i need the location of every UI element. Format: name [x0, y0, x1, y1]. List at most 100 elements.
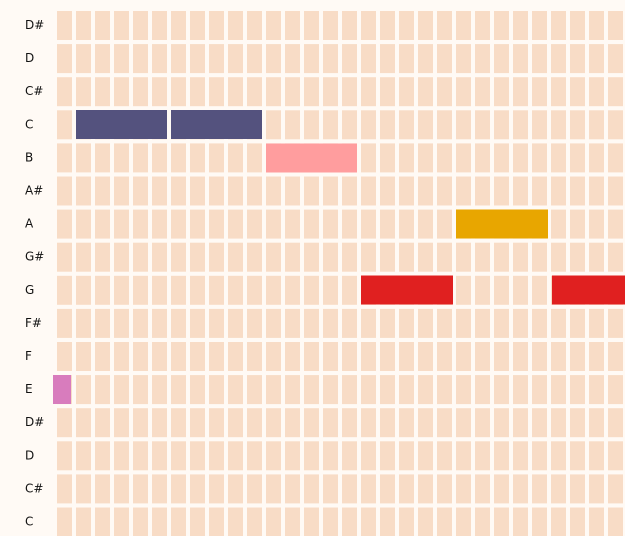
- grid-cell[interactable]: [418, 342, 433, 371]
- grid-cell[interactable]: [133, 176, 148, 206]
- grid-cell[interactable]: [456, 375, 471, 405]
- grid-cell[interactable]: [228, 275, 243, 305]
- grid-cell[interactable]: [608, 77, 623, 107]
- grid-cell[interactable]: [228, 11, 243, 40]
- grid-cell[interactable]: [95, 77, 110, 107]
- grid-cell[interactable]: [589, 375, 604, 405]
- grid-cell[interactable]: [114, 176, 129, 206]
- grid-cell[interactable]: [361, 77, 376, 107]
- grid-cell[interactable]: [342, 507, 357, 536]
- grid-cell[interactable]: [76, 441, 91, 471]
- grid-cell[interactable]: [570, 242, 585, 272]
- grid-cell[interactable]: [570, 11, 585, 40]
- grid-cell[interactable]: [209, 77, 224, 107]
- grid-cell[interactable]: [361, 441, 376, 471]
- grid-cell[interactable]: [513, 44, 528, 74]
- grid-cell[interactable]: [95, 441, 110, 471]
- grid-cell[interactable]: [399, 474, 414, 504]
- grid-cell[interactable]: [209, 176, 224, 206]
- grid-cell[interactable]: [399, 77, 414, 107]
- grid-cell[interactable]: [361, 176, 376, 206]
- grid-cell[interactable]: [95, 375, 110, 405]
- grid-cell[interactable]: [209, 441, 224, 471]
- grid-cell[interactable]: [589, 474, 604, 504]
- grid-cell[interactable]: [133, 308, 148, 338]
- grid-cell[interactable]: [494, 11, 509, 40]
- grid-cell[interactable]: [266, 11, 281, 40]
- grid-cell[interactable]: [570, 507, 585, 536]
- grid-cell[interactable]: [114, 342, 129, 371]
- grid-cell[interactable]: [456, 77, 471, 107]
- note[interactable]: [552, 275, 625, 305]
- grid-cell[interactable]: [608, 507, 623, 536]
- grid-cell[interactable]: [114, 143, 129, 173]
- grid-cell[interactable]: [266, 77, 281, 107]
- grid-cell[interactable]: [608, 342, 623, 371]
- grid-cell[interactable]: [57, 209, 72, 239]
- grid-cell[interactable]: [380, 375, 395, 405]
- grid-cell[interactable]: [133, 143, 148, 173]
- grid-cell[interactable]: [570, 375, 585, 405]
- grid-cell[interactable]: [608, 44, 623, 74]
- grid-cell[interactable]: [494, 375, 509, 405]
- grid-cell[interactable]: [114, 375, 129, 405]
- grid-cell[interactable]: [570, 209, 585, 239]
- grid-cell[interactable]: [285, 342, 300, 371]
- grid-cell[interactable]: [437, 308, 452, 338]
- grid-cell[interactable]: [342, 308, 357, 338]
- grid-cell[interactable]: [190, 176, 205, 206]
- grid-cell[interactable]: [247, 275, 262, 305]
- grid-cell[interactable]: [152, 242, 167, 272]
- grid-cell[interactable]: [114, 242, 129, 272]
- grid-cell[interactable]: [361, 143, 376, 173]
- grid-cell[interactable]: [76, 408, 91, 438]
- grid-cell[interactable]: [342, 441, 357, 471]
- grid-cell[interactable]: [171, 474, 186, 504]
- grid-cell[interactable]: [589, 209, 604, 239]
- grid-cell[interactable]: [570, 342, 585, 371]
- grid-cell[interactable]: [513, 11, 528, 40]
- grid-cell[interactable]: [152, 408, 167, 438]
- grid-cell[interactable]: [513, 110, 528, 140]
- grid-cell[interactable]: [456, 110, 471, 140]
- grid-cell[interactable]: [228, 44, 243, 74]
- grid-cell[interactable]: [304, 408, 319, 438]
- grid-cell[interactable]: [171, 441, 186, 471]
- grid-cell[interactable]: [551, 507, 566, 536]
- grid-cell[interactable]: [304, 242, 319, 272]
- grid-cell[interactable]: [418, 242, 433, 272]
- note[interactable]: [266, 143, 357, 173]
- grid-cell[interactable]: [475, 275, 490, 305]
- grid-cell[interactable]: [399, 507, 414, 536]
- grid-cell[interactable]: [133, 275, 148, 305]
- grid-cell[interactable]: [399, 44, 414, 74]
- grid-cell[interactable]: [266, 275, 281, 305]
- grid-cell[interactable]: [76, 44, 91, 74]
- grid-cell[interactable]: [114, 507, 129, 536]
- grid-cell[interactable]: [551, 408, 566, 438]
- grid-cell[interactable]: [323, 408, 338, 438]
- grid-cell[interactable]: [247, 44, 262, 74]
- grid-cell[interactable]: [494, 275, 509, 305]
- grid-cell[interactable]: [456, 507, 471, 536]
- grid-cell[interactable]: [247, 143, 262, 173]
- grid-cell[interactable]: [475, 408, 490, 438]
- grid-cell[interactable]: [76, 77, 91, 107]
- grid-cell[interactable]: [570, 308, 585, 338]
- grid-cell[interactable]: [209, 209, 224, 239]
- grid-cell[interactable]: [76, 143, 91, 173]
- grid-cell[interactable]: [266, 176, 281, 206]
- grid-cell[interactable]: [247, 507, 262, 536]
- grid-cell[interactable]: [456, 176, 471, 206]
- grid-cell[interactable]: [152, 44, 167, 74]
- grid-cell[interactable]: [494, 474, 509, 504]
- grid-cell[interactable]: [57, 441, 72, 471]
- grid-cell[interactable]: [95, 408, 110, 438]
- grid-cell[interactable]: [228, 375, 243, 405]
- grid-cell[interactable]: [475, 77, 490, 107]
- grid-cell[interactable]: [570, 474, 585, 504]
- grid-cell[interactable]: [589, 342, 604, 371]
- grid-cell[interactable]: [475, 143, 490, 173]
- grid-cell[interactable]: [304, 209, 319, 239]
- grid-cell[interactable]: [266, 408, 281, 438]
